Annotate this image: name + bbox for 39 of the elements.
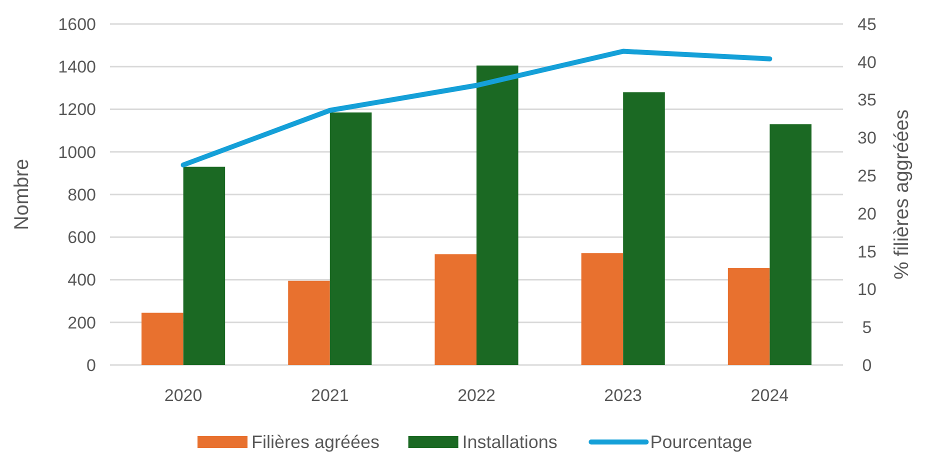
y-tick-label: 1600 <box>58 14 96 34</box>
y2-tick-label: 0 <box>862 356 872 375</box>
legend-label: Installations <box>462 432 558 452</box>
x-tick-label: 2020 <box>164 386 202 405</box>
legend-label: Pourcentage <box>650 432 752 452</box>
y-tick-label: 400 <box>68 270 96 290</box>
y2-tick-label: 5 <box>862 318 872 338</box>
y-tick-label: 1200 <box>58 100 96 120</box>
y2-tick-label: 30 <box>858 128 876 148</box>
y-tick-label: 0 <box>86 356 96 375</box>
bar <box>728 268 770 365</box>
y2-tick-label: 10 <box>858 280 876 300</box>
x-tick-label: 2022 <box>458 386 496 405</box>
bar <box>288 280 330 365</box>
y-tick-label: 200 <box>68 313 96 332</box>
y2-tick-label: 40 <box>858 52 876 72</box>
bar <box>581 253 624 365</box>
legend-label: Filières agréées <box>252 432 380 452</box>
y-tick-label: 800 <box>68 185 96 204</box>
x-tick-label: 2024 <box>750 386 789 405</box>
y-tick-label: 1400 <box>58 58 96 77</box>
y-tick-label: 1000 <box>58 142 96 162</box>
y2-tick-label: 20 <box>858 204 876 224</box>
x-tick-label: 2021 <box>310 386 349 405</box>
bar <box>770 124 812 365</box>
bar <box>142 312 184 365</box>
y2-tick-label: 25 <box>858 166 876 186</box>
y-axis-title: Nombre <box>11 158 33 230</box>
bar <box>330 112 372 365</box>
bar <box>183 166 226 365</box>
y2-tick-label: 45 <box>858 14 876 34</box>
bar <box>476 66 518 365</box>
y2-tick-label: 35 <box>858 90 876 110</box>
bar <box>434 254 476 365</box>
x-tick-label: 2023 <box>604 386 642 405</box>
y2-tick-label: 15 <box>858 242 876 262</box>
y-tick-label: 600 <box>68 228 96 248</box>
y2-axis-title: % filières aggréées <box>891 109 913 280</box>
bar <box>623 92 665 365</box>
